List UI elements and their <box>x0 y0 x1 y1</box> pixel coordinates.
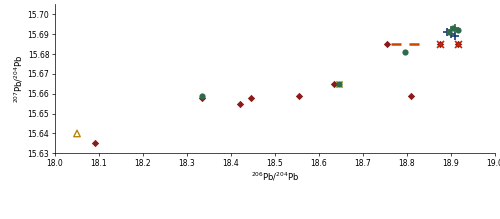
Point <box>454 42 462 46</box>
Point <box>452 34 460 38</box>
Point <box>330 82 338 86</box>
Point <box>236 102 244 105</box>
Point <box>436 42 444 46</box>
Point <box>436 42 444 46</box>
Point <box>442 30 450 34</box>
Point <box>198 94 206 97</box>
Point <box>408 94 416 97</box>
Point <box>447 28 455 32</box>
Point <box>445 30 453 34</box>
Point <box>198 96 206 99</box>
Point <box>247 96 255 99</box>
Point <box>383 42 391 46</box>
Point <box>410 42 418 46</box>
Point <box>295 94 303 97</box>
Point <box>401 50 409 54</box>
Y-axis label: $^{207}$Pb/$^{204}$Pb: $^{207}$Pb/$^{204}$Pb <box>12 55 25 103</box>
Point <box>449 26 457 30</box>
Point <box>447 32 455 36</box>
Point <box>335 82 343 86</box>
X-axis label: $^{206}$Pb/$^{204}$Pb: $^{206}$Pb/$^{204}$Pb <box>251 171 299 183</box>
Point <box>392 42 400 46</box>
Point <box>73 132 81 135</box>
Point <box>295 94 303 97</box>
Point <box>454 42 462 46</box>
Point <box>90 142 98 145</box>
Point <box>454 28 462 32</box>
Point <box>335 82 343 86</box>
Point <box>452 26 460 30</box>
